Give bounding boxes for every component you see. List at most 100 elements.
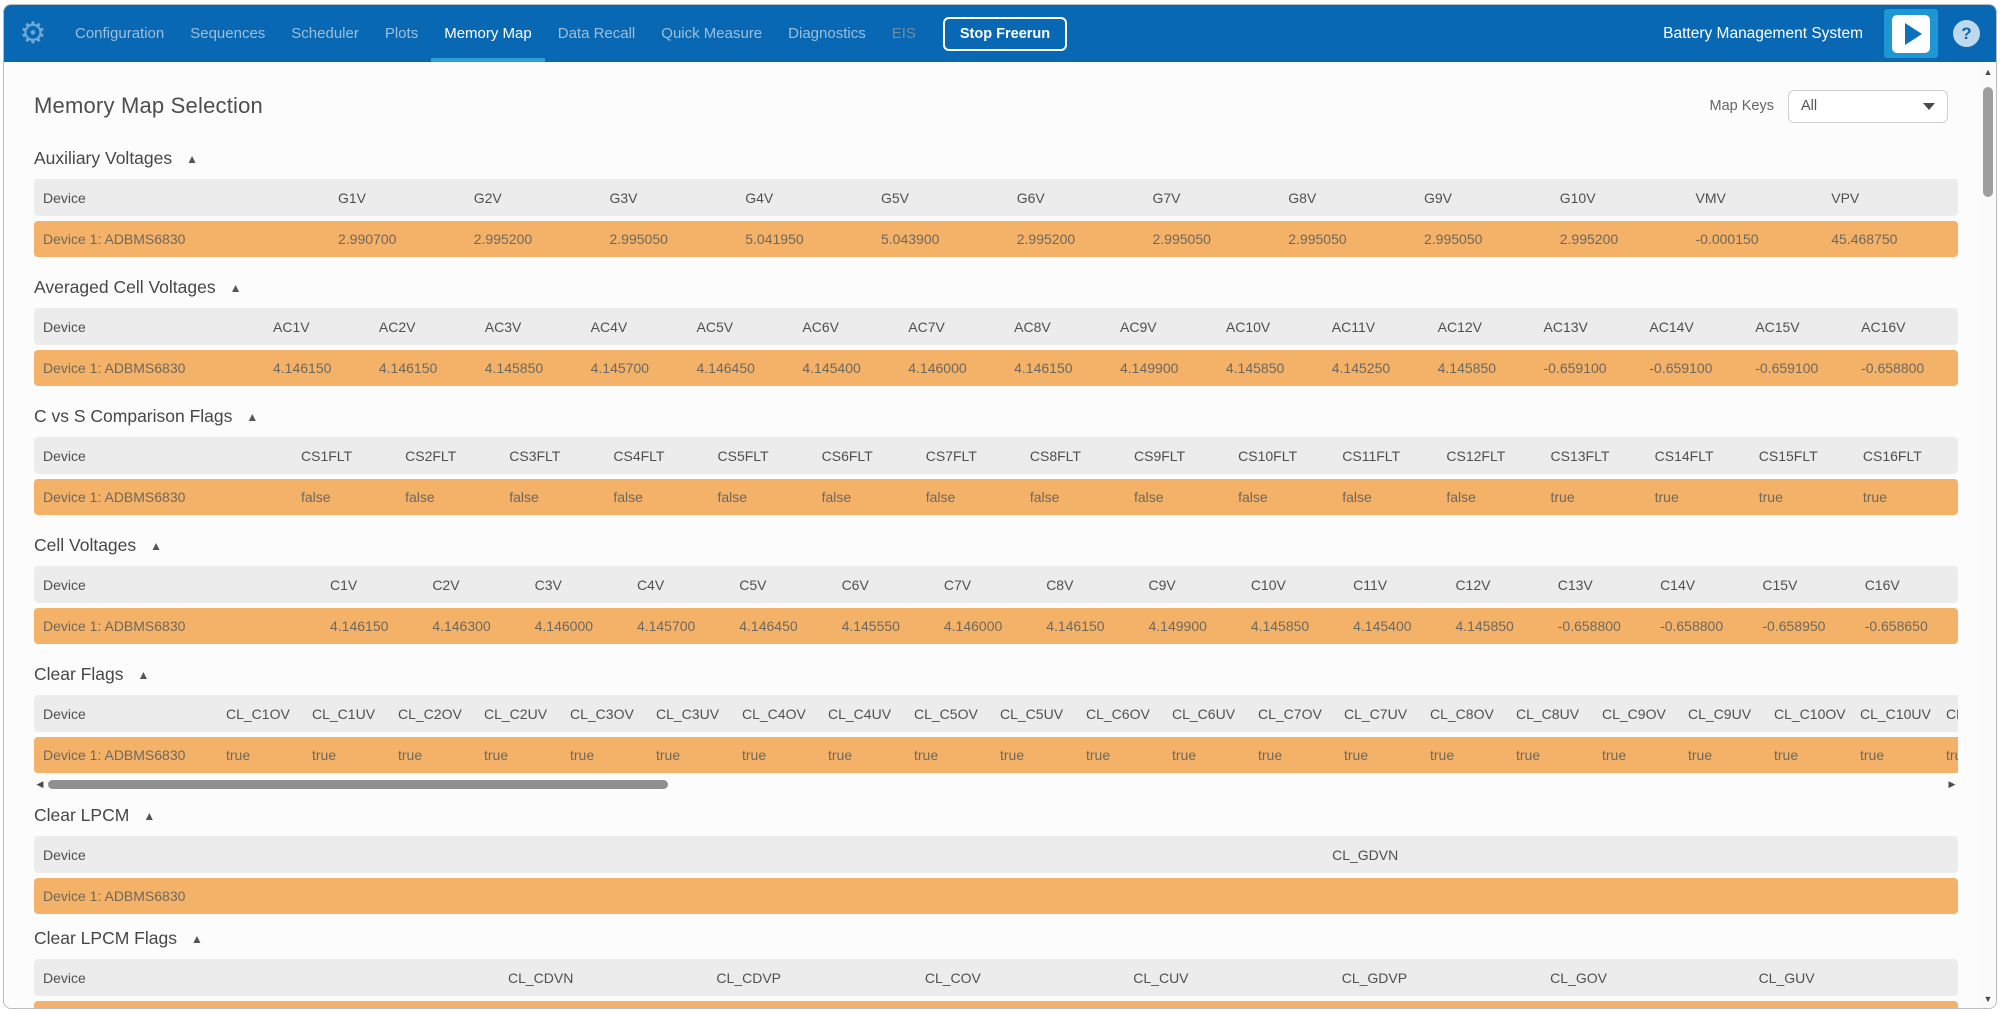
section-header[interactable]: C vs S Comparison Flags [34, 406, 1958, 427]
nav-item-plots[interactable]: Plots [384, 25, 419, 42]
section-title: Clear LPCM Flags [34, 928, 177, 948]
value-cell: 2.990700 [338, 231, 397, 247]
table-row[interactable]: Device 1: ADBMS6830 true true true true true t… [34, 737, 1958, 773]
nav-item-sequences[interactable]: Sequences [190, 25, 266, 42]
column-header: G2V [473, 189, 502, 206]
table-row[interactable]: Device 1: ADBMS6830 2.990700 2.995200 2.995… [34, 221, 1958, 257]
help-icon[interactable] [1953, 20, 1980, 47]
map-keys-label: Map Keys [1709, 98, 1774, 114]
value-cell: 5.041950 [745, 231, 804, 247]
value-cell: 2.995200 [1559, 231, 1619, 247]
value-cell: true [1688, 747, 1713, 763]
section-table: Device AC1V AC2V AC3V AC4V AC5V AC6V AC7V AC8V AC… [34, 308, 1958, 386]
section-header[interactable]: Auxiliary Voltages [34, 148, 1958, 169]
run-play-button[interactable] [1884, 9, 1938, 58]
section-header[interactable]: Cell Voltages [34, 535, 1958, 556]
horizontal-scrollbar[interactable] [34, 778, 1958, 791]
section-table: Device G1V G2V G3V G4V G5V G6V G7V G8V G9V G10V VMV… [34, 179, 1958, 257]
column-header: CS3FLT [509, 447, 561, 464]
column-header: CL_GOV [1550, 969, 1607, 986]
value-cell: 2.995200 [473, 231, 533, 247]
column-header: CL_C5UV [1000, 705, 1064, 722]
collapse-up-icon[interactable] [191, 930, 203, 948]
column-header: CL_C10UV [1860, 705, 1931, 722]
settings-gear-icon[interactable] [18, 5, 48, 62]
collapse-up-icon[interactable] [137, 666, 149, 684]
vertical-scroll-thumb[interactable] [1983, 87, 1993, 197]
value-cell: 4.145250 [1331, 360, 1391, 376]
section-table: Device CS1FLT CS2FLT CS3FLT CS4FLT CS5FLT CS6F… [34, 437, 1958, 515]
value-cell: 2.995200 [1016, 231, 1076, 247]
column-header: CL_C1UV [312, 705, 376, 722]
navbar-right: Battery Management System [1663, 9, 1980, 58]
table-row[interactable]: Device 1: ADBMS6830 false false false false f… [34, 479, 1958, 515]
value-cell: true [1758, 489, 1783, 505]
value-cell: -0.658950 [1762, 618, 1826, 634]
column-header: AC8V [1014, 318, 1051, 335]
column-header: C10V [1250, 576, 1286, 593]
horizontal-scroll-thumb[interactable] [48, 780, 668, 789]
app-title: Battery Management System [1663, 24, 1863, 42]
value-cell: true [1774, 747, 1799, 763]
column-header: Device [43, 318, 86, 335]
collapse-up-icon[interactable] [143, 807, 155, 825]
horizontal-scroll-track[interactable] [46, 779, 1946, 790]
stop-freerun-button[interactable]: Stop Freerun [942, 16, 1068, 51]
collapse-up-icon[interactable] [230, 279, 242, 297]
section-header[interactable]: Clear Flags [34, 664, 1958, 685]
column-header: CL_C2OV [398, 705, 462, 722]
column-header: CS8FLT [1029, 447, 1081, 464]
value-cell: 2.995050 [1424, 231, 1483, 247]
nav-item-memory-map[interactable]: Memory Map [431, 5, 545, 62]
column-header: AC15V [1755, 318, 1800, 335]
collapse-up-icon[interactable] [150, 537, 162, 555]
column-header: CS1FLT [301, 447, 353, 464]
column-header: G6V [1016, 189, 1045, 206]
value-cell: -0.658800 [1861, 360, 1925, 376]
value-cell: false [925, 489, 956, 505]
column-header: CL_COV [924, 969, 981, 986]
nav-item-quick-measure[interactable]: Quick Measure [661, 25, 763, 42]
map-keys-dropdown[interactable]: All [1788, 89, 1948, 123]
nav-item-diagnostics[interactable]: Diagnostics [788, 25, 866, 42]
column-header: AC5V [696, 318, 734, 335]
column-header: CS7FLT [925, 447, 977, 464]
scroll-up-arrow-icon[interactable] [1980, 67, 1996, 77]
column-header: CS16FLT [1862, 447, 1922, 464]
section-header[interactable]: Clear LPCM Flags [34, 928, 1958, 949]
table-row[interactable]: Device 1: ADBMS6830 4.146150 4.146150 4.145… [34, 350, 1958, 386]
nav-item-configuration[interactable]: Configuration [75, 25, 165, 42]
table-row[interactable]: Device 1: ADBMS6830 [34, 878, 1958, 914]
column-header: CS10FLT [1238, 447, 1297, 464]
column-header: AC10V [1225, 318, 1271, 335]
scroll-down-arrow-icon[interactable] [1980, 994, 1996, 1004]
table-row[interactable] [34, 1001, 1958, 1008]
collapse-up-icon[interactable] [246, 408, 258, 426]
vertical-scrollbar[interactable] [1980, 63, 1996, 1008]
column-header: Device [43, 189, 86, 206]
column-header: Device [43, 969, 86, 986]
scroll-right-arrow-icon[interactable] [1946, 779, 1958, 790]
section-header[interactable]: Averaged Cell Voltages [34, 277, 1958, 298]
value-cell: -0.659100 [1755, 360, 1819, 376]
column-header: Device [43, 576, 86, 593]
nav-item-data-recall[interactable]: Data Recall [557, 25, 636, 42]
column-header: AC11V [1331, 318, 1376, 335]
value-cell: 4.146300 [432, 618, 491, 634]
map-keys-control: Map Keys All [1709, 89, 1948, 123]
value-cell: -0.658800 [1557, 618, 1621, 634]
table-row[interactable]: Device 1: ADBMS6830 4.146150 4.146300 4.146… [34, 608, 1958, 644]
value-cell: false [1342, 489, 1372, 505]
value-cell: 4.145850 [1455, 618, 1514, 634]
value-cell: 45.468750 [1831, 231, 1898, 247]
column-header: C13V [1557, 576, 1593, 593]
column-header: CL_C8OV [1430, 705, 1494, 722]
value-cell: 4.149900 [1120, 360, 1179, 376]
memory-map-sections: Auxiliary Voltages Device G1V G2V G3V G4V G5V… [34, 148, 1958, 1008]
scroll-left-arrow-icon[interactable] [34, 779, 46, 790]
collapse-up-icon[interactable] [186, 150, 198, 168]
value-cell: 4.145400 [802, 360, 861, 376]
nav-item-scheduler[interactable]: Scheduler [291, 25, 359, 42]
column-header: G1V [338, 189, 367, 206]
section-header[interactable]: Clear LPCM [34, 805, 1958, 826]
